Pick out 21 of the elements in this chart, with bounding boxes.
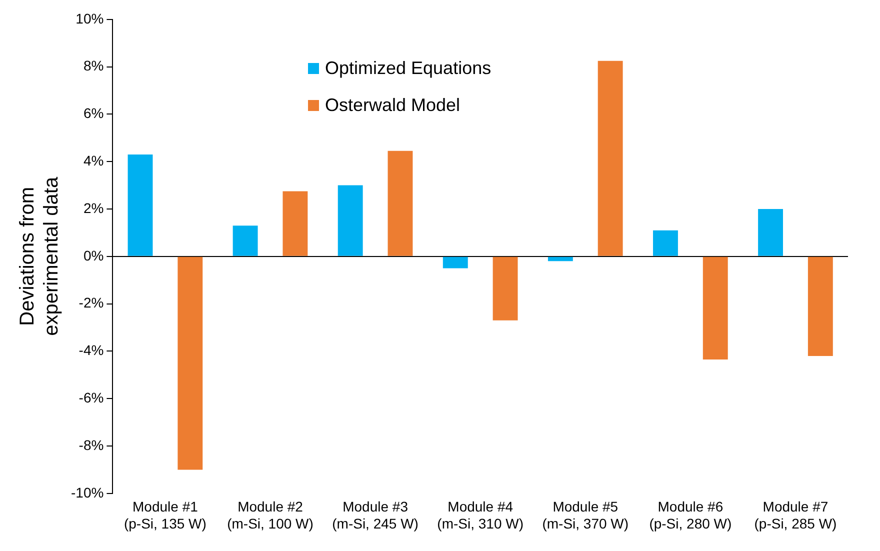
- y-tick-label: 8%: [83, 58, 104, 74]
- y-tick-label: -8%: [78, 436, 104, 453]
- legend-label: Optimized Equations: [325, 58, 492, 79]
- x-tick-label: Module #5 (m-Si, 370 W): [542, 498, 629, 532]
- y-tick-label: 6%: [83, 105, 104, 122]
- y-tick-label: 0%: [83, 247, 104, 264]
- y-tick-label: -10%: [70, 484, 104, 500]
- legend-label: Osterwald Model: [325, 95, 460, 116]
- x-tick-label: Module #3 (m-Si, 245 W): [332, 498, 418, 532]
- y-tick-label: 2%: [83, 200, 104, 216]
- y-axis-title: Deviations from experimental data: [16, 176, 63, 336]
- x-tick-label: Module #1 (p-Si, 135 W): [124, 498, 206, 532]
- x-tick-label: Module #4 (m-Si, 310 W): [437, 498, 524, 532]
- y-tick-label: -4%: [78, 342, 104, 358]
- x-tick-label: Module #6 (p-Si, 280 W): [649, 498, 732, 532]
- y-tick-label: -6%: [78, 389, 104, 406]
- y-tick-label: 10%: [76, 10, 104, 26]
- y-tick-label: 4%: [83, 152, 104, 168]
- y-tick-label: -2%: [78, 294, 104, 311]
- x-tick-label: Module #7 (p-Si, 285 W): [754, 498, 837, 532]
- x-tick-label: Module #2 (m-Si, 100 W): [227, 498, 314, 532]
